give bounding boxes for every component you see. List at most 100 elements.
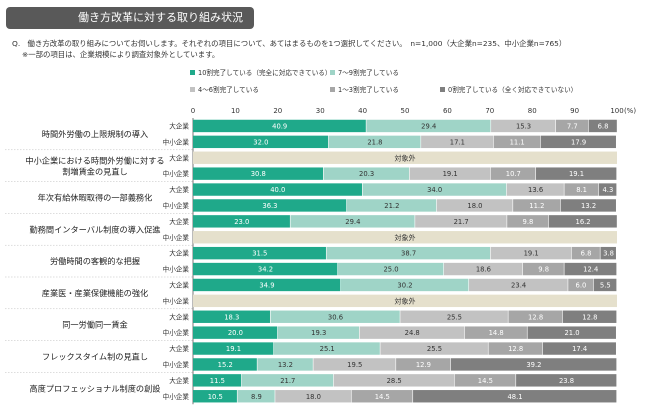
- bar-segment: [564, 183, 599, 196]
- data-label: 18.0: [467, 202, 482, 210]
- bar-segment: [323, 167, 410, 180]
- bar-segment: [454, 374, 516, 387]
- data-label: 7.7: [567, 122, 578, 130]
- data-label: 25.5: [427, 345, 442, 353]
- bar-segment: [493, 135, 541, 149]
- size-label: 中小企業: [163, 360, 190, 369]
- bar-segment: [362, 183, 507, 196]
- bar-segment: [193, 246, 326, 260]
- data-label: 20.3: [359, 170, 374, 178]
- category-label: 労働時間の客観的な把握: [50, 256, 140, 266]
- x-tick-label: 30: [316, 107, 325, 115]
- bar-segment: [237, 390, 275, 403]
- data-label: 19.5: [347, 361, 362, 369]
- data-label: 17.4: [572, 345, 587, 353]
- bar-segment: [193, 390, 237, 403]
- data-label: 21.8: [367, 138, 382, 146]
- data-label: 25.1: [320, 345, 335, 353]
- bar-segment: [257, 358, 313, 371]
- data-label: 19.1: [226, 345, 241, 353]
- bar-segment: [333, 374, 455, 387]
- x-tick-label: 0: [191, 107, 195, 115]
- data-label: 34.9: [259, 281, 274, 289]
- data-label: 19.1: [443, 170, 458, 178]
- x-tick-label: 60: [443, 107, 452, 115]
- data-label: 12.8: [582, 313, 597, 321]
- size-label: 中小企業: [163, 169, 190, 178]
- size-label: 大企業: [169, 185, 189, 194]
- bar-segment: [409, 167, 491, 180]
- data-label: 28.5: [387, 377, 402, 385]
- bar-segment: [436, 199, 513, 212]
- data-label: 11.2: [529, 202, 544, 210]
- survey-note: ※一部の項目は、企業規模により調査対象外としています。: [22, 50, 220, 59]
- data-label: 15.3: [516, 122, 531, 130]
- bar-segment: [488, 342, 543, 355]
- excluded-label: 対象外: [395, 153, 416, 162]
- x-tick-label: 40: [358, 107, 367, 115]
- category-label: 勤務間インターバル制度の導入促進: [30, 224, 161, 234]
- bar-segment: [326, 246, 491, 260]
- bar-segment: [444, 262, 523, 276]
- bar-segment: [193, 342, 274, 355]
- excluded-bar: [193, 151, 617, 164]
- bar-segment: [338, 262, 444, 276]
- data-label: 14.5: [478, 377, 493, 385]
- bar-segment: [542, 342, 616, 355]
- bar-segment: [588, 119, 617, 133]
- bar-segment: [562, 310, 617, 323]
- size-label: 大企業: [169, 249, 189, 258]
- bar-segment: [421, 135, 494, 149]
- bar-segment: [522, 262, 564, 276]
- data-label: 18.6: [476, 266, 491, 274]
- page-title: 働き方改革に対する取り組み状況: [6, 7, 254, 29]
- data-label: 10.5: [208, 393, 223, 401]
- legend-label: 7～9割完了している: [338, 68, 399, 77]
- size-label: 大企業: [169, 376, 189, 385]
- bar-segment: [275, 390, 351, 403]
- size-label: 大企業: [169, 153, 189, 162]
- bar-segment: [516, 374, 617, 387]
- x-unit-label: (%): [624, 107, 636, 115]
- data-label: 24.8: [405, 329, 420, 337]
- bar-segment: [193, 215, 290, 228]
- bar-segment: [346, 199, 437, 212]
- bar-segment: [506, 183, 564, 196]
- data-label: 21.2: [384, 202, 399, 210]
- size-label: 大企業: [169, 280, 189, 289]
- x-tick-label: 50: [401, 107, 410, 115]
- x-tick-label: 90: [570, 107, 579, 115]
- bar-segment: [359, 326, 465, 339]
- x-tick-label: 20: [273, 107, 282, 115]
- size-label: 中小企業: [163, 233, 190, 242]
- bar-segment: [555, 119, 588, 133]
- data-label: 39.2: [526, 361, 541, 369]
- data-label: 19.1: [569, 170, 584, 178]
- size-label: 大企業: [169, 217, 189, 226]
- size-label: 中小企業: [163, 296, 190, 305]
- legend-swatch: [190, 70, 195, 75]
- data-label: 4.3: [602, 186, 613, 194]
- size-label: 大企業: [169, 344, 189, 353]
- data-label: 18.3: [224, 313, 239, 321]
- data-label: 14.8: [489, 329, 504, 337]
- data-label: 9.8: [523, 218, 534, 226]
- bar-segment: [564, 262, 617, 276]
- excluded-bar: [193, 294, 617, 308]
- data-label: 38.7: [401, 250, 416, 258]
- category-label: 高度プロフェッショナル制度の創設: [29, 383, 160, 393]
- size-label: 中小企業: [163, 201, 190, 210]
- data-label: 14.5: [375, 393, 390, 401]
- data-label: 29.4: [345, 218, 360, 226]
- size-label: 大企業: [169, 312, 189, 321]
- data-label: 21.7: [280, 377, 295, 385]
- data-label: 18.0: [306, 393, 321, 401]
- bar-segment: [490, 246, 572, 260]
- data-label: 34.0: [427, 186, 442, 194]
- data-label: 12.8: [528, 313, 543, 321]
- size-label: 中小企業: [163, 137, 190, 146]
- data-label: 13.2: [278, 361, 293, 369]
- data-label: 5.5: [600, 281, 611, 289]
- bar-segment: [527, 326, 616, 339]
